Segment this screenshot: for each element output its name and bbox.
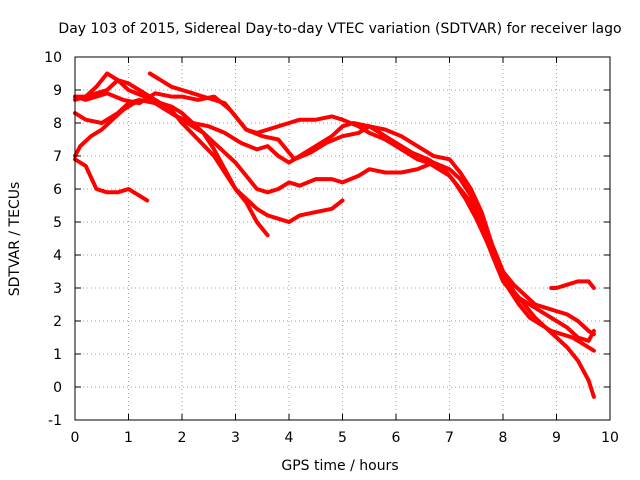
- y-axis-label: SDTVAR / TECUs: [7, 182, 23, 297]
- y-tick-label: 6: [53, 182, 62, 198]
- y-tick-label: 9: [53, 83, 62, 99]
- y-tick-label: 7: [53, 149, 62, 165]
- x-tick-label: 4: [285, 430, 294, 446]
- x-tick-label: 10: [601, 430, 619, 446]
- y-tick-label: 5: [53, 215, 62, 231]
- x-tick-label: 3: [231, 430, 240, 446]
- chart-title: Day 103 of 2015, Sidereal Day-to-day VTE…: [58, 21, 621, 37]
- x-tick-label: 0: [71, 430, 80, 446]
- series-line-arc-7: [147, 71, 596, 399]
- y-tick-label: 1: [53, 347, 62, 363]
- series-line-arc-2: [73, 97, 345, 224]
- x-tick-label: 6: [392, 430, 401, 446]
- series-line-arc-8: [549, 279, 596, 290]
- y-tick-label: 0: [53, 380, 62, 396]
- x-axis-label: GPS time / hours: [281, 458, 398, 474]
- y-tick-label: 2: [53, 314, 62, 330]
- y-tick-label: 10: [44, 50, 62, 66]
- y-tick-label: 3: [53, 281, 62, 297]
- series-line-arc-1: [73, 157, 150, 203]
- series-group: [73, 71, 596, 399]
- x-tick-label: 2: [178, 430, 187, 446]
- y-tick-label: 4: [53, 248, 62, 264]
- series-line-arc-6: [73, 71, 596, 353]
- x-tick-label: 5: [338, 430, 347, 446]
- x-tick-label: 9: [552, 430, 561, 446]
- x-tick-label: 8: [499, 430, 508, 446]
- x-tick-label: 1: [124, 430, 133, 446]
- x-tick-label: 7: [445, 430, 454, 446]
- ticks: 0 1 2 3 4 5 6 7 8 9 10 -1 0 1 2 3 4 5 6 7 8 9 10: [44, 50, 619, 446]
- y-tick-label: 8: [53, 116, 62, 132]
- y-tick-label: -1: [48, 413, 62, 429]
